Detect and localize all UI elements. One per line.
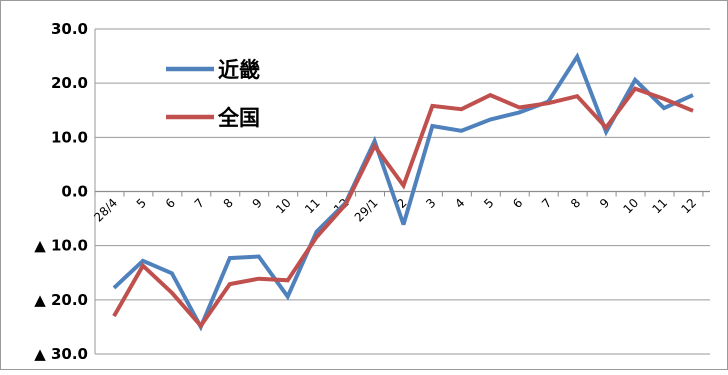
series-line-1	[112, 52, 694, 332]
legend-label: 近畿	[218, 58, 260, 82]
series-line-2	[112, 86, 694, 330]
y-tick-label: 10.0	[51, 128, 88, 146]
legend-label: 全国	[217, 106, 260, 130]
y-tick-label: 30.0	[51, 20, 88, 38]
y-tick-label: ▲ 10.0	[34, 237, 88, 255]
y-tick-label: ▲ 30.0	[34, 345, 88, 363]
y-tick-label: 20.0	[51, 74, 88, 92]
y-tick-label: 0.0	[61, 183, 88, 201]
y-tick-labels: 30.0 20.0 10.0 0.0 ▲ 10.0 ▲ 20.0 ▲ 30.0	[34, 20, 88, 363]
axes	[94, 29, 710, 354]
series-lines	[112, 52, 694, 332]
y-tick-label: ▲ 20.0	[34, 291, 88, 309]
